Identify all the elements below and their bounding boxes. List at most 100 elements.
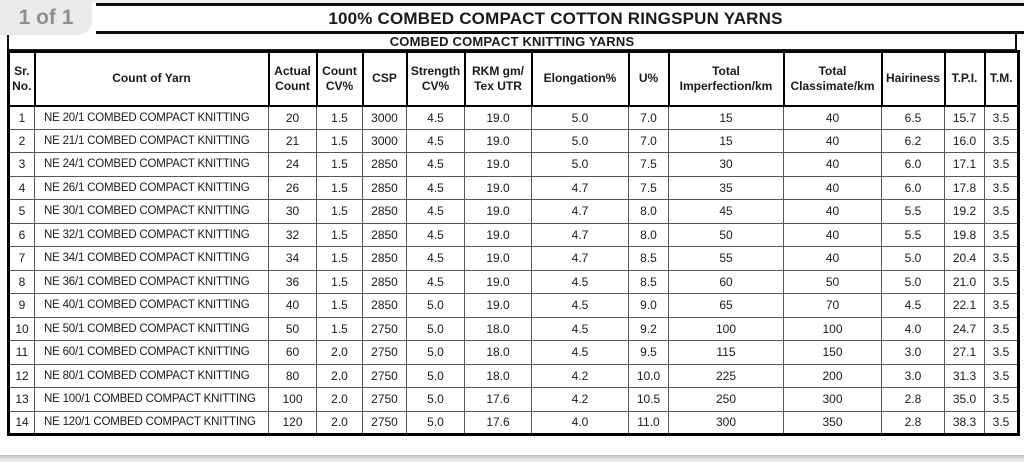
table-cell: 300 [668,410,784,435]
table-cell: 7.5 [628,152,669,177]
table-cell: 5.0 [406,340,465,365]
table-cell: 17.6 [464,387,532,412]
table-cell: 45 [668,199,784,224]
table-cell: 2.8 [881,387,945,412]
table-cell: 10.5 [628,387,669,412]
column-header: RKM gm/ Tex UTR [463,50,533,107]
table-cell: 40 [783,246,882,271]
table-cell: 18.0 [464,316,532,341]
table-header-row: Sr. No. Count of Yarn Actual Count Count CV… [7,50,1020,107]
table-cell: 100 [783,316,882,341]
column-header: U% [627,50,670,107]
table-cell: 4.5 [406,246,465,271]
table-cell: 40 [783,152,882,177]
table-cell: 2850 [362,269,407,294]
column-header: T.M. [983,50,1020,107]
table-cell: 50 [268,316,317,341]
document-title-bar: 100% COMBED COMPACT COTTON RINGSPUN YARN… [96,3,1024,34]
table-cell: 3 [8,152,35,177]
table-cell: 19.0 [464,175,532,200]
table-cell: 19.2 [944,199,985,224]
table-cell: 80 [268,363,317,388]
table-cell: 7.5 [628,175,669,200]
table-cell: 7 [8,246,35,271]
table-cell: 17.1 [944,152,985,177]
table-cell: 2.0 [316,340,363,365]
table-cell: 4.2 [531,363,629,388]
table-row: 2 NE 21/1 COMBED COMPACT KNITTING 21 1.5 300… [8,128,1019,153]
page-subtitle: COMBED COMPACT KNITTING YARNS [389,34,635,49]
table-cell: 5.5 [881,222,945,247]
table-cell: 6.5 [881,105,945,130]
table-cell: 2750 [362,387,407,412]
table-cell: 50 [668,222,784,247]
column-header: Elongation% [530,50,630,107]
table-row: 13 NE 100/1 COMBED COMPACT KNITTING 100 2.0… [8,387,1019,412]
table-cell: 4.5 [406,105,465,130]
table-cell: 4.7 [531,222,629,247]
table-cell: 31.3 [944,363,985,388]
yarn-name-cell: NE 100/1 COMBED COMPACT KNITTING [34,387,269,412]
table-cell: 38.3 [944,410,985,435]
table-cell: 12 [8,363,35,388]
table-cell: 40 [783,175,882,200]
table-cell: 7.0 [628,128,669,153]
table-cell: 24.7 [944,316,985,341]
column-header: Count of Yarn [33,50,270,107]
table-cell: 5.0 [881,246,945,271]
table-cell: 11 [8,340,35,365]
table-cell: 6.0 [881,175,945,200]
table-cell: 24 [268,152,317,177]
table-cell: 1.5 [316,222,363,247]
table-row: 10 NE 50/1 COMBED COMPACT KNITTING 50 1.5 27… [8,316,1019,341]
table-cell: 3.5 [984,410,1019,435]
table-cell: 2.0 [316,363,363,388]
yarn-name-cell: NE 50/1 COMBED COMPACT KNITTING [34,316,269,341]
yarn-name-cell: NE 24/1 COMBED COMPACT KNITTING [34,152,269,177]
table-cell: 6.0 [881,152,945,177]
table-cell: 4 [8,175,35,200]
table-cell: 17.6 [464,410,532,435]
table-cell: 13 [8,387,35,412]
yarn-table-body: 1 NE 20/1 COMBED COMPACT KNITTING 20 1.5 300… [8,105,1019,435]
column-header: Count CV% [315,50,364,107]
table-cell: 1.5 [316,152,363,177]
table-cell: 3.5 [984,246,1019,271]
table-cell: 100 [668,316,784,341]
table-cell: 200 [783,363,882,388]
table-cell: 3.5 [984,316,1019,341]
table-cell: 4.7 [531,246,629,271]
table-cell: 3.5 [984,128,1019,153]
table-cell: 350 [783,410,882,435]
table-cell: 2850 [362,246,407,271]
table-cell: 100 [268,387,317,412]
table-cell: 1.5 [316,246,363,271]
yarn-name-cell: NE 80/1 COMBED COMPACT KNITTING [34,363,269,388]
table-cell: 4.5 [531,340,629,365]
table-cell: 4.5 [531,293,629,318]
table-cell: 4.5 [881,293,945,318]
yarn-specs-table: Sr. No. Count of Yarn Actual Count Count CV… [7,50,1020,436]
table-cell: 5 [8,199,35,224]
table-cell: 8.0 [628,199,669,224]
table-row: 8 NE 36/1 COMBED COMPACT KNITTING 36 1.5 285… [8,269,1019,294]
table-cell: 3.5 [984,222,1019,247]
table-cell: 6 [8,222,35,247]
table-cell: 19.0 [464,105,532,130]
table-cell: 120 [268,410,317,435]
table-cell: 1.5 [316,128,363,153]
table-cell: 32 [268,222,317,247]
yarn-name-cell: NE 40/1 COMBED COMPACT KNITTING [34,293,269,318]
column-header: Actual Count [267,50,318,107]
table-cell: 4.5 [406,222,465,247]
table-cell: 300 [783,387,882,412]
column-header: T.P.I. [943,50,986,107]
table-cell: 50 [783,269,882,294]
table-cell: 40 [783,222,882,247]
table-cell: 26 [268,175,317,200]
table-cell: 5.0 [531,152,629,177]
table-cell: 4.2 [531,387,629,412]
page-top-edge [0,0,1024,3]
table-cell: 2750 [362,410,407,435]
yarn-name-cell: NE 120/1 COMBED COMPACT KNITTING [34,410,269,435]
